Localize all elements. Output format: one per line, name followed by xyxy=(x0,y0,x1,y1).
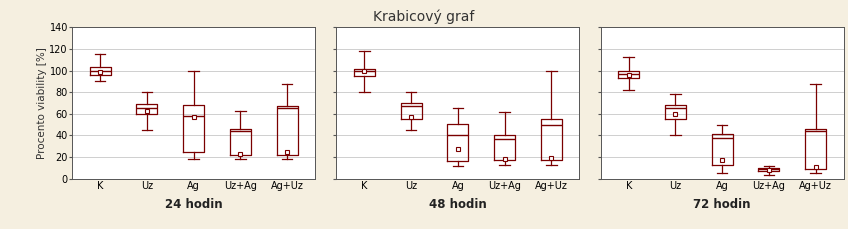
Y-axis label: Procento viability [%]: Procento viability [%] xyxy=(36,47,47,159)
X-axis label: 72 hodin: 72 hodin xyxy=(694,198,751,211)
X-axis label: 48 hodin: 48 hodin xyxy=(429,198,487,211)
X-axis label: 24 hodin: 24 hodin xyxy=(165,198,222,211)
Text: Krabicový graf: Krabicový graf xyxy=(373,9,475,24)
